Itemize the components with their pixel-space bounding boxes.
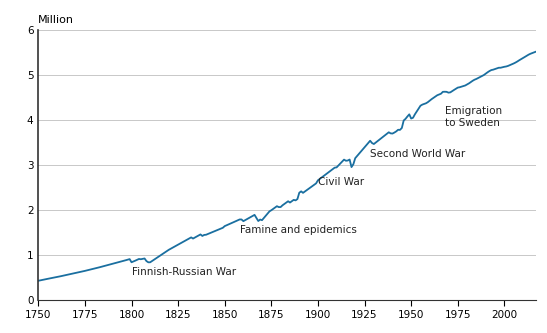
Text: Civil War: Civil War (318, 177, 364, 187)
Text: Famine and epidemics: Famine and epidemics (240, 225, 357, 235)
Text: Finnish-Russian War: Finnish-Russian War (131, 267, 236, 277)
Text: Million: Million (38, 15, 74, 25)
Text: Second World War: Second World War (370, 149, 465, 159)
Text: Emigration
to Sweden: Emigration to Sweden (445, 106, 502, 128)
